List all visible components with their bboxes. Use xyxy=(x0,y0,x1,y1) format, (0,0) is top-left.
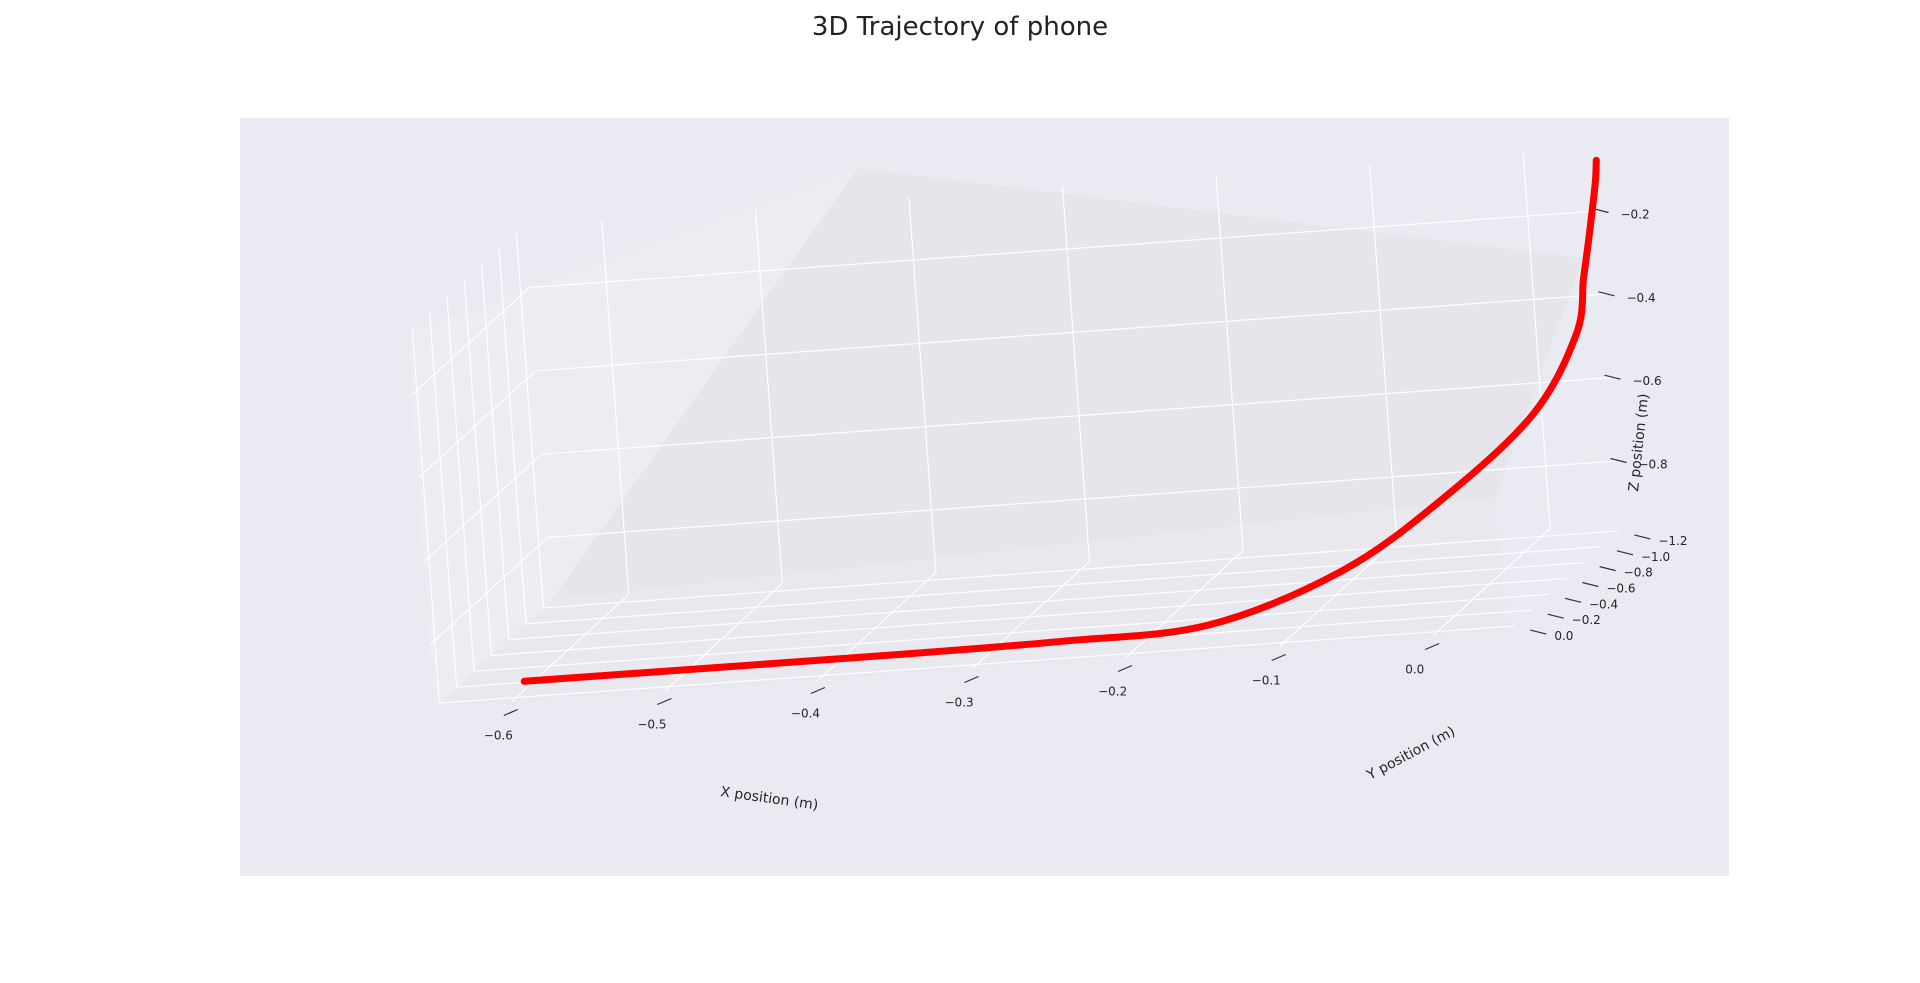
x-tick-label: −0.4 xyxy=(791,707,820,721)
y-tick-label: −0.8 xyxy=(1624,566,1653,580)
x-tick-label: −0.3 xyxy=(945,696,974,710)
chart-title: 3D Trajectory of phone xyxy=(811,12,1109,42)
x-tick-label: −0.1 xyxy=(1252,674,1281,688)
y-tick-label: −0.4 xyxy=(1589,597,1618,611)
trajectory-line xyxy=(520,156,1600,685)
x-tick-label: 0.0 xyxy=(1405,663,1424,677)
x-tick-label: −0.2 xyxy=(1098,685,1127,699)
y-tick-label: −0.6 xyxy=(1606,581,1635,595)
y-tick-label: −1.0 xyxy=(1641,550,1670,564)
z-tick-label: −0.4 xyxy=(1627,291,1656,305)
z-tick-label: −0.2 xyxy=(1621,208,1650,222)
left-pane xyxy=(408,168,858,707)
y-tick-label: −1.2 xyxy=(1658,534,1687,548)
gridlines xyxy=(411,153,1623,704)
back-pane xyxy=(552,168,1583,600)
x-tick-label: −0.6 xyxy=(484,729,513,743)
z-tick-label: −0.6 xyxy=(1633,374,1662,388)
z-tick-label: −0.8 xyxy=(1639,458,1668,472)
y-tick-label: −0.2 xyxy=(1572,613,1601,627)
x-tick-label: −0.5 xyxy=(637,718,666,732)
y-tick-label: 0.0 xyxy=(1554,629,1573,643)
